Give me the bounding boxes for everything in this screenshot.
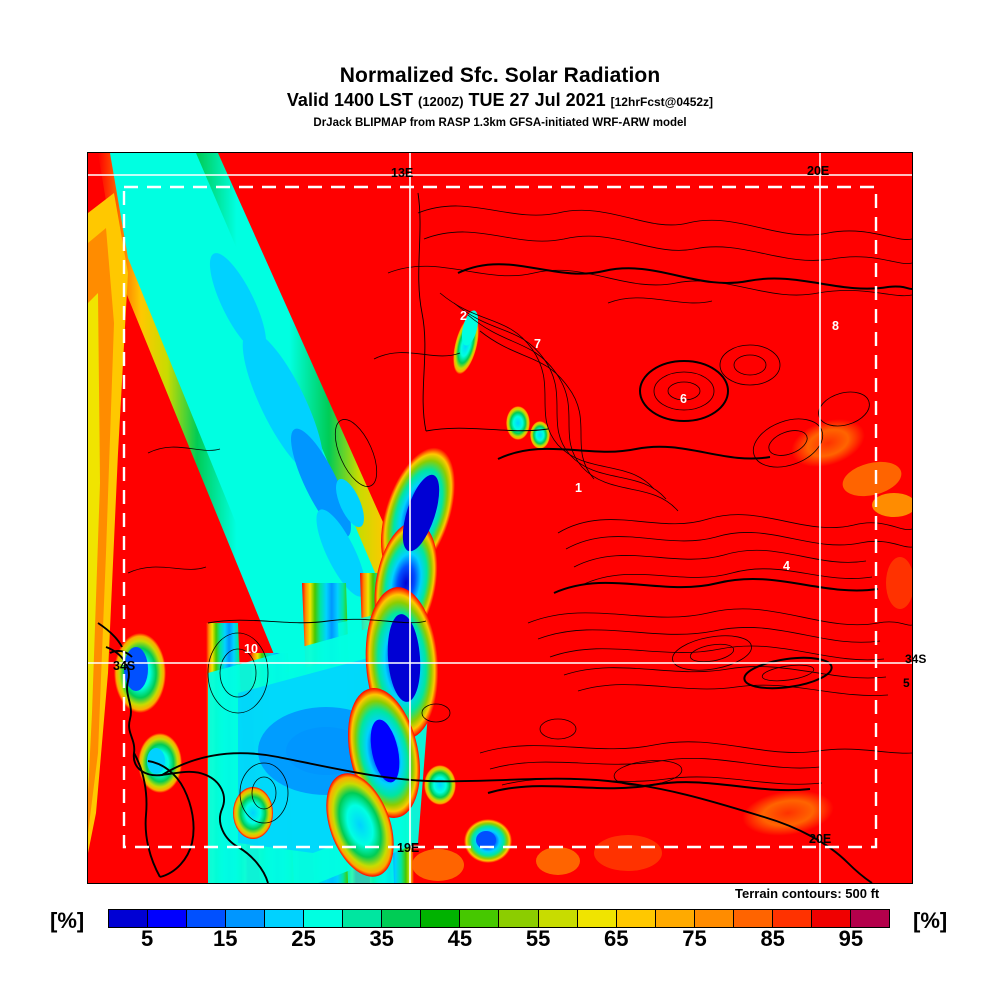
colorbar-swatch-8 bbox=[421, 910, 461, 927]
colorbar-tick-5: 5 bbox=[140, 926, 154, 951]
colorbar-swatch-14 bbox=[655, 910, 695, 927]
valid-prefix: Valid 1400 LST bbox=[286, 90, 413, 110]
colorbar[interactable] bbox=[108, 909, 890, 928]
colorbar-swatch-18 bbox=[811, 910, 851, 927]
colorbar-unit-left: [%] bbox=[50, 908, 85, 933]
colorbar-swatch-5 bbox=[304, 910, 344, 927]
colorbar-tick-35: 35 bbox=[369, 926, 394, 951]
province-boundaries bbox=[207, 192, 549, 624]
colorbar-swatch-7 bbox=[382, 910, 422, 927]
colorbar-tick-labels: 5 15 25 35 45 55 65 75 85 95 bbox=[108, 926, 890, 956]
colorbar-swatch-1 bbox=[148, 910, 188, 927]
site-marker-8[interactable]: 8 bbox=[832, 319, 839, 333]
edge-label-lat-right: 34S bbox=[905, 652, 927, 666]
colorbar-tick-65: 65 bbox=[604, 926, 629, 951]
colorbar-swatch-19 bbox=[850, 910, 889, 927]
grid-label-34S-4: 34S bbox=[113, 659, 135, 673]
grid-label-13E-0: 13E bbox=[391, 166, 413, 180]
colorbar-swatch-6 bbox=[343, 910, 383, 927]
terrain-contours bbox=[127, 205, 912, 824]
model-source-line: DrJack BLIPMAP from RASP 1.3km GFSA-init… bbox=[313, 117, 687, 129]
colorbar-swatch-16 bbox=[733, 910, 773, 927]
site-marker-1[interactable]: 1 bbox=[575, 481, 582, 495]
colorbar-swatch-4 bbox=[265, 910, 305, 927]
inner-domain-box bbox=[122, 185, 878, 849]
colorbar-swatch-3 bbox=[226, 910, 266, 927]
colorbar-swatch-11 bbox=[538, 910, 578, 927]
site-marker-7[interactable]: 7 bbox=[534, 337, 541, 351]
colorbar-tick-55: 55 bbox=[525, 926, 551, 951]
colorbar-tick-45: 45 bbox=[447, 926, 473, 951]
colorbar-swatch-15 bbox=[694, 910, 734, 927]
grid-label-19E-2: 19E bbox=[397, 841, 419, 855]
grid-label-20E-3: 20E bbox=[809, 832, 831, 846]
site-marker-group: 1 2 4 6 7 8 10 bbox=[244, 309, 839, 656]
colorbar-tick-85: 85 bbox=[760, 926, 785, 951]
coastal-fringe-west bbox=[88, 193, 128, 853]
valid-time-line: Valid 1400 LST (1200Z) TUE 27 Jul 2021 [… bbox=[0, 89, 1000, 113]
colorbar-tick-25: 25 bbox=[291, 926, 316, 951]
page-title: Normalized Sfc. Solar Radiation bbox=[339, 64, 661, 87]
colorbar-unit-right: [%] bbox=[913, 908, 948, 933]
terrain-contour-note: Terrain contours: 500 ft bbox=[735, 886, 880, 901]
map-canvas: 1 2 4 6 7 8 10 13E 20E 19E 20E 34S bbox=[88, 153, 912, 883]
valid-z-time: (1200Z) bbox=[418, 94, 464, 109]
valid-date: TUE 27 Jul 2021 bbox=[468, 90, 606, 110]
latlon-grid bbox=[88, 153, 912, 883]
forecast-tag: [12hrFcst@0452z] bbox=[610, 95, 714, 109]
cloud-band-northwest bbox=[98, 153, 428, 713]
site-marker-10[interactable]: 10 bbox=[244, 642, 258, 656]
colorbar-swatch-10 bbox=[499, 910, 539, 927]
grid-label-group: 13E 20E 19E 20E 34S bbox=[113, 164, 831, 855]
grid-label-20E-1: 20E bbox=[807, 164, 829, 178]
colorbar-tick-95: 95 bbox=[838, 926, 864, 951]
colorbar-swatch-2 bbox=[187, 910, 227, 927]
colorbar-tick-75: 75 bbox=[682, 926, 707, 951]
site-marker-2[interactable]: 2 bbox=[460, 309, 467, 323]
solar-radiation-map[interactable]: 1 2 4 6 7 8 10 13E 20E 19E 20E 34S bbox=[87, 152, 913, 884]
colorbar-tick-15: 15 bbox=[213, 926, 238, 951]
title-block: Normalized Sfc. Solar Radiation Valid 14… bbox=[0, 64, 1000, 131]
warm-anomalies-east bbox=[412, 419, 912, 881]
colorbar-swatch-13 bbox=[616, 910, 656, 927]
deep-cloud-cores-central bbox=[326, 447, 455, 877]
colorbar-swatch-9 bbox=[460, 910, 500, 927]
site-marker-4[interactable]: 4 bbox=[783, 559, 790, 573]
edge-label-lat-right-secondary: 5 bbox=[903, 676, 910, 690]
colorbar-swatch-12 bbox=[577, 910, 617, 927]
terrain-contours-major bbox=[457, 263, 912, 794]
colorbar-swatch-0 bbox=[109, 910, 149, 927]
site-marker-6[interactable]: 6 bbox=[680, 392, 687, 406]
colorbar-swatch-17 bbox=[772, 910, 812, 927]
